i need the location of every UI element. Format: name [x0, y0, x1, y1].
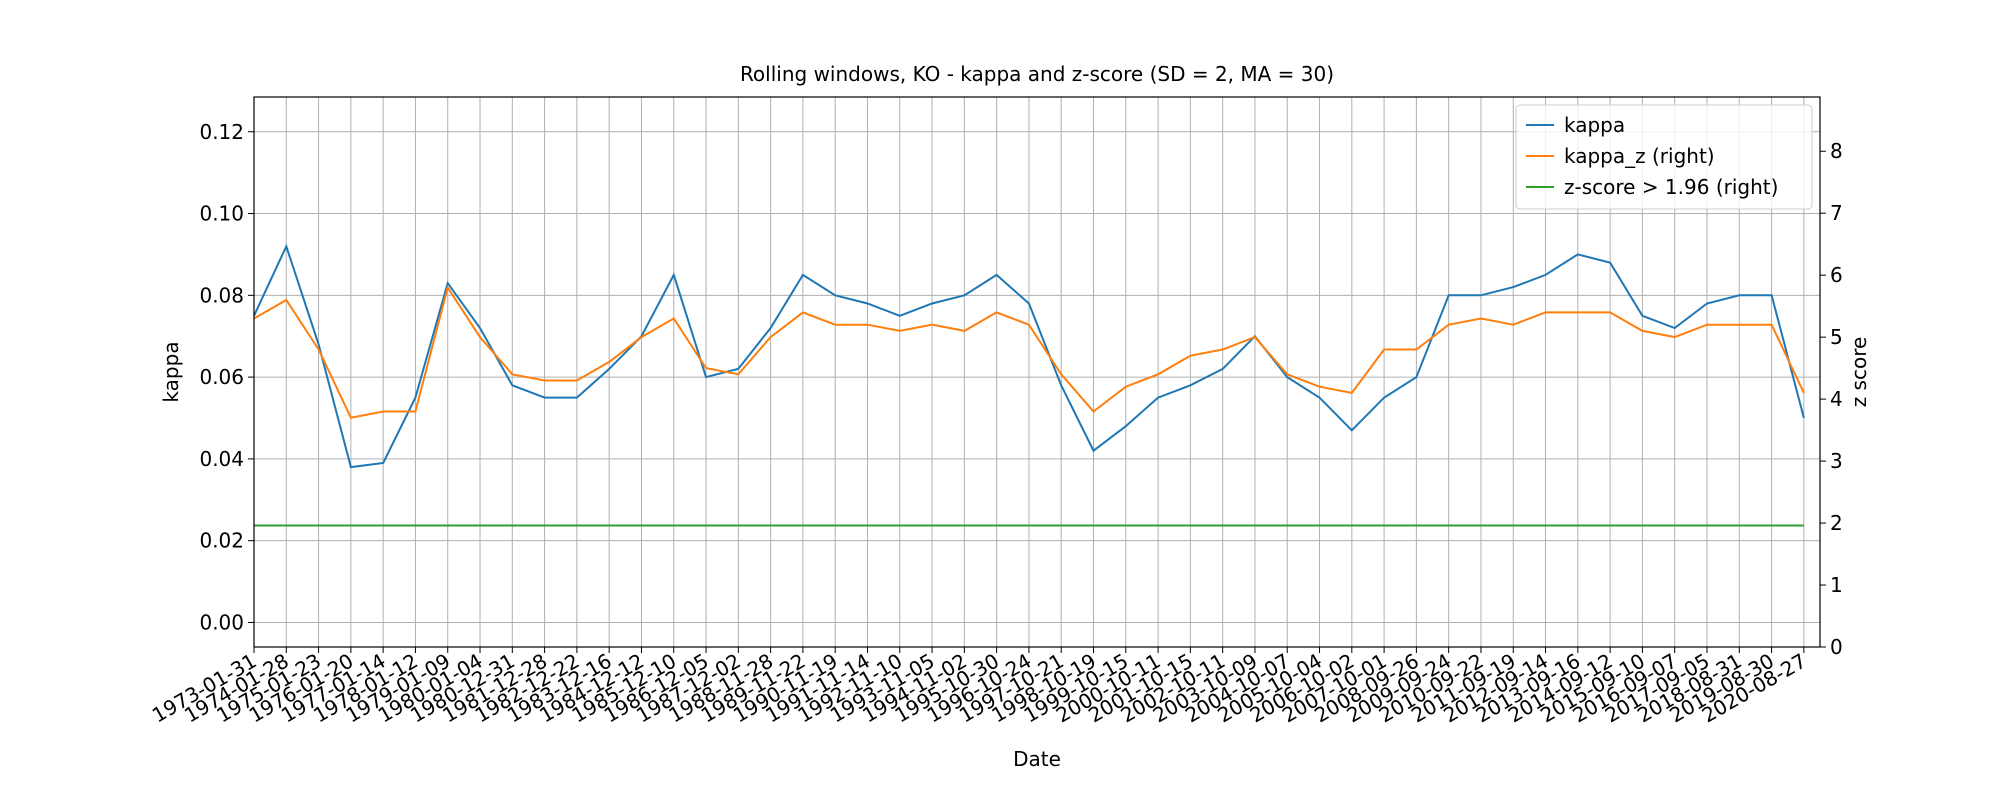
- y-tick-label: 0.08: [199, 283, 244, 307]
- y-tick-label: 0.12: [199, 120, 244, 144]
- y2-tick-label: 0: [1830, 635, 1843, 659]
- plot-frame: [253, 96, 1821, 648]
- y2-tick-label: 7: [1830, 201, 1843, 225]
- chart-title: Rolling windows, KO - kappa and z-score …: [740, 62, 1334, 86]
- legend-label: z-score > 1.96 (right): [1564, 175, 1778, 199]
- legend-label: kappa: [1564, 113, 1625, 137]
- x-axis-label: Date: [1013, 747, 1061, 771]
- y-tick-label: 0.10: [199, 202, 244, 226]
- y2-tick-label: 2: [1830, 511, 1843, 535]
- series-line: [253, 285, 1805, 419]
- y2-axis-label: z score: [1847, 337, 1871, 408]
- y-tick-label: 0.02: [199, 529, 244, 553]
- y2-tick-label: 5: [1830, 325, 1843, 349]
- y2-tick-label: 8: [1830, 139, 1843, 163]
- y-axis-label: kappa: [159, 341, 183, 402]
- y2-tick-label: 1: [1830, 573, 1843, 597]
- y-tick-label: 0.04: [199, 447, 244, 471]
- y-tick-label: 0.00: [199, 610, 244, 634]
- y2-tick-label: 4: [1830, 387, 1843, 411]
- y2-tick-label: 3: [1830, 449, 1843, 473]
- series-line: [253, 243, 1805, 469]
- y-tick-label: 0.06: [199, 365, 244, 389]
- legend-label: kappa_z (right): [1564, 144, 1715, 168]
- y2-tick-label: 6: [1830, 263, 1843, 287]
- legend-box: [1515, 104, 1813, 210]
